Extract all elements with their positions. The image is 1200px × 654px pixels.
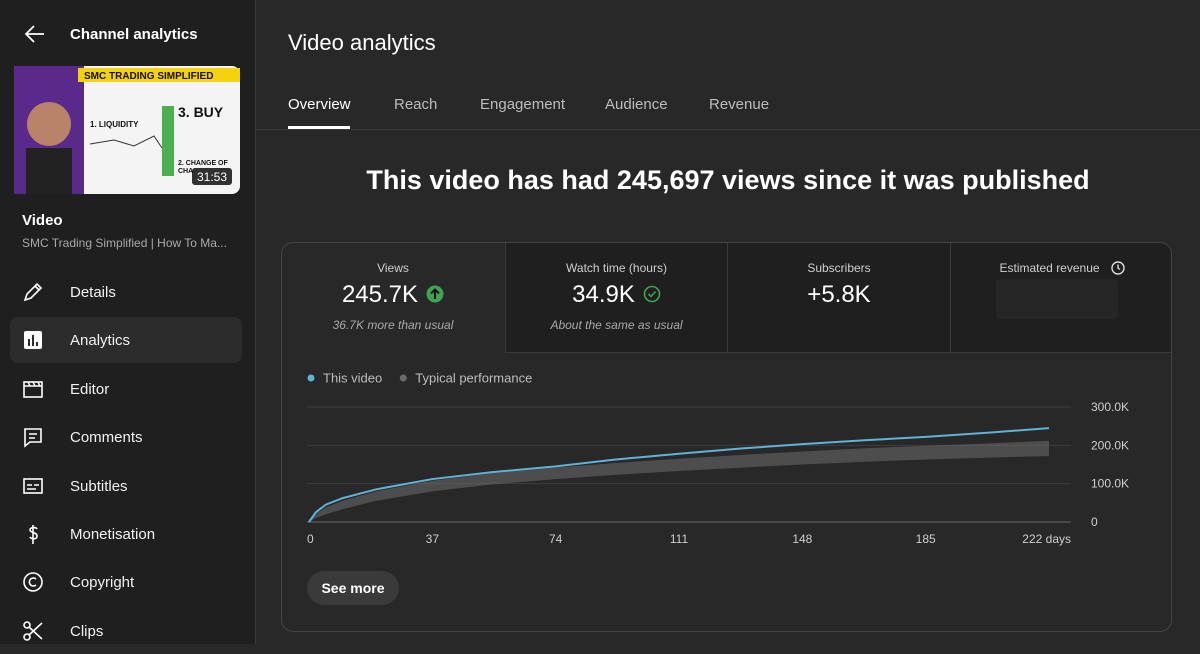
nav-icon [23,620,43,641]
nav-label: Monetisation [70,526,156,543]
tab[interactable]: Overview [288,96,351,113]
thumb-text: 3. BUY [178,104,224,120]
tab-divider [256,129,1200,130]
thumb-text: 2. CHANGE OF [178,160,229,167]
chart: 0 100.0K 200.0K 300.0K 0 37 74 111 148 185 222 day… [307,371,1129,546]
video-label: Video [22,212,63,229]
thumb-text: CHA [178,168,193,175]
metric-label: Estimated revenue [999,261,1100,275]
legend-label: This video [323,371,382,386]
nav-icon [23,380,43,398]
headline: This video has had 245,697 views since i… [366,165,1090,195]
metric-value: 34.9K [506,281,728,309]
x-tick-label: 0 [307,532,314,546]
metric-value: +5.8K [728,281,950,309]
metric-card[interactable]: Views 245.7K 36.7K more than usual [282,243,504,352]
x-tick-label: 185 [916,532,936,546]
typical-band [309,440,1049,522]
y-tick-label: 200.0K [1091,438,1129,452]
sidebar: Channel analytics SMC TRADING SIMPLIFIED… [0,0,256,644]
series-line [308,427,1050,523]
y-tick-label: 0 [1091,515,1098,529]
nav-icon [23,477,43,494]
x-tick-label: 148 [792,532,812,546]
metric-number: +5.8K [807,281,871,308]
thumbnail[interactable]: SMC TRADING SIMPLIFIED 3. BUY 1. LIQUIDI… [14,66,240,194]
video-title: SMC Trading Simplified | How To Ma... [22,236,227,250]
nav-label: Comments [70,429,143,447]
back-arrow[interactable] [24,24,46,44]
metric-label: Watch time (hours) [566,261,667,275]
metric-value: 245.7K [282,281,504,309]
tab-underline [288,126,350,129]
tab[interactable]: Engagement [480,96,566,113]
nav-item[interactable]: Monetisation [10,511,242,557]
tab[interactable]: Audience [605,96,668,113]
metric-card[interactable]: Estimated revenue [949,243,1171,353]
nav-icon [23,282,43,302]
nav-icon [24,331,42,350]
y-tick-label: 300.0K [1091,400,1129,414]
metric-note: About the same as usual [550,318,683,332]
metric-label: Views [377,261,409,275]
see-more-button[interactable]: See more [307,571,399,605]
nav-label: Analytics [70,332,131,350]
metric-number: 245.7K [341,281,419,308]
x-tick-label: 222 days [1022,532,1071,546]
nav-item[interactable]: Details [10,269,242,315]
analytics-card: Views 245.7K 36.7K more than usual Watch ti… [281,242,1172,632]
nav-label: Subtitles [70,477,128,495]
nav-item[interactable]: Copyright [10,559,242,605]
legend-label: Typical performance [415,371,532,386]
y-tick-label: 100.0K [1091,477,1129,491]
nav-item[interactable]: Analytics [10,317,242,364]
nav-item[interactable]: Comments [10,414,242,460]
nav-item[interactable]: Editor [10,366,242,412]
nav-item[interactable]: Clips [10,608,242,654]
nav-label: Details [70,284,116,301]
nav-icon [24,428,42,448]
tab[interactable]: Revenue [709,96,770,113]
revenue-placeholder [995,279,1118,319]
nav-label: Copyright [70,574,135,592]
legend-dot [307,374,315,382]
up-icon [426,285,444,303]
metric-number: 34.9K [572,281,635,308]
nav-label: Clips [70,622,104,640]
x-tick-label: 74 [549,532,563,546]
x-tick-label: 37 [426,532,440,546]
metric-label: Subscribers [807,261,871,275]
metric-note: 36.7K more than usual [332,318,454,332]
nav-icon [23,572,43,593]
page-title: Video analytics [288,30,436,55]
metric-card[interactable]: Subscribers +5.8K [727,243,950,353]
back-title: Channel analytics [70,26,198,43]
legend-dot [399,374,407,382]
thumb-text: 1. LIQUIDITY [90,120,139,129]
x-tick-label: 111 [670,532,689,546]
check-icon [643,285,661,303]
metric-card[interactable]: Watch time (hours) 34.9K About the same as… [504,243,728,353]
thumb-text: SMC TRADING SIMPLIFIED [84,71,213,82]
nav-label: Editor [70,380,110,398]
nav-icon [29,525,38,544]
duration: 31:53 [197,170,227,184]
clock-icon [1110,261,1125,275]
tab[interactable]: Reach [394,96,438,113]
nav-item[interactable]: Subtitles [10,463,242,509]
